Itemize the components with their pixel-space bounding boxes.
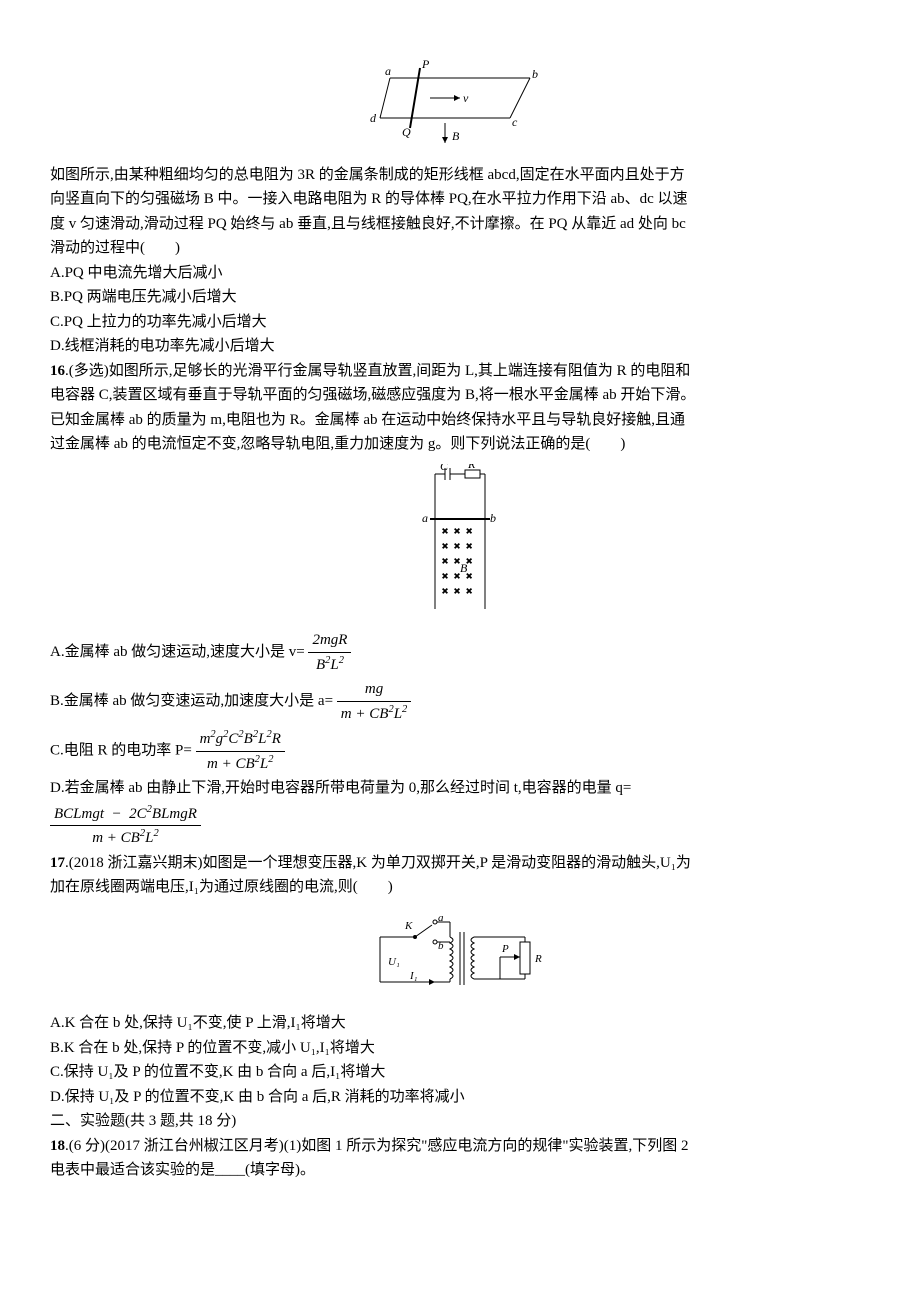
q17-optB: B.K 合在 b 处,保持 P 的位置不变,减小 U₁,I₁将增大 bbox=[50, 1037, 870, 1060]
svg-text:× × ×: × × × bbox=[442, 571, 472, 582]
label-I1: I₁ bbox=[409, 970, 418, 982]
q15-optD: D.线框消耗的电功率先减小后增大 bbox=[50, 335, 870, 358]
label-a: a bbox=[385, 64, 391, 78]
label-b: b bbox=[532, 67, 538, 81]
svg-text:× × ×: × × × bbox=[442, 556, 472, 567]
q16-optD: D.若金属棒 ab 由静止下滑,开始时电容器所带电荷量为 0,那么经过时间 t,… bbox=[50, 777, 870, 800]
q16-stem: 电容器 C,装置区域有垂直于导轨平面的匀强磁场,磁感应强度为 B,将一根水平金属… bbox=[50, 384, 870, 407]
q16-optA: A.金属棒 ab 做匀速运动,速度大小是 v= 2mgR B2L2 bbox=[50, 629, 870, 676]
label-B2: B bbox=[460, 561, 468, 575]
q17-stem: 加在原线圈两端电压,I₁为通过原线圈的电流,则( ) bbox=[50, 876, 870, 899]
q16-optB: B.金属棒 ab 做匀变速运动,加速度大小是 a= mg m + CB2L2 bbox=[50, 678, 870, 725]
label-K: K bbox=[404, 920, 413, 932]
label-P2: P bbox=[501, 943, 509, 955]
q16-stem: 已知金属棒 ab 的质量为 m,电阻也为 R。金属棒 ab 在运动中始终保持水平… bbox=[50, 409, 870, 432]
label-R2: R bbox=[534, 953, 542, 965]
q16-stem: 16.(多选)如图所示,足够长的光滑平行金属导轨竖直放置,间距为 L,其上端连接… bbox=[50, 360, 870, 383]
section-2-heading: 二、实验题(共 3 题,共 18 分) bbox=[50, 1110, 870, 1133]
q18-stem: 18.(6 分)(2017 浙江台州椒江区月考)(1)如图 1 所示为探究"感应… bbox=[50, 1135, 870, 1158]
q15-optC: C.PQ 上拉力的功率先减小后增大 bbox=[50, 311, 870, 334]
q16-optC: C.电阻 R 的电功率 P= m2g2C2B2L2R m + CB2L2 bbox=[50, 727, 870, 775]
label-v: v bbox=[463, 91, 469, 105]
label-b: b bbox=[490, 511, 496, 525]
label-R: R bbox=[467, 464, 476, 471]
svg-text:× × ×: × × × bbox=[442, 586, 472, 597]
label-B: B bbox=[452, 129, 460, 143]
q15-optB: B.PQ 两端电压先减小后增大 bbox=[50, 286, 870, 309]
q15-stem: 滑动的过程中( ) bbox=[50, 237, 870, 260]
q16-optD-frac: BCLmgt − 2C2BLmgR m + CB2L2 bbox=[50, 802, 870, 850]
label-C: C bbox=[440, 464, 449, 473]
q15-stem: 如图所示,由某种粗细均匀的总电阻为 3R 的金属条制成的矩形线框 abcd,固定… bbox=[50, 164, 870, 187]
label-a: a bbox=[422, 511, 428, 525]
q15-figure: a b c d P Q v B bbox=[50, 58, 870, 156]
q17-optA: A.K 合在 b 处,保持 U₁不变,使 P 上滑,I₁将增大 bbox=[50, 1012, 870, 1035]
q16-stem: 过金属棒 ab 的电流恒定不变,忽略导轨电阻,重力加速度为 g。则下列说法正确的… bbox=[50, 433, 870, 456]
label-P: P bbox=[421, 58, 430, 71]
q17-optC: C.保持 U₁及 P 的位置不变,K 由 b 合向 a 后,I₁将增大 bbox=[50, 1061, 870, 1084]
q17-optD: D.保持 U₁及 P 的位置不变,K 由 b 合向 a 后,R 消耗的功率将减小 bbox=[50, 1086, 870, 1109]
q18-stem: 电表中最适合该实验的是____(填字母)。 bbox=[50, 1159, 870, 1182]
label-Q: Q bbox=[402, 125, 411, 139]
label-c: c bbox=[512, 115, 518, 129]
label-U1: U₁ bbox=[388, 956, 400, 968]
q15-stem: 度 v 匀速滑动,滑动过程 PQ 始终与 ab 垂直,且与线框接触良好,不计摩擦… bbox=[50, 213, 870, 236]
svg-text:× × ×: × × × bbox=[442, 526, 472, 537]
q17-stem: 17.(2018 浙江嘉兴期末)如图是一个理想变压器,K 为单刀双掷开关,P 是… bbox=[50, 852, 870, 875]
q17-figure: a b K P R U₁ I₁ bbox=[50, 907, 870, 1005]
label-d: d bbox=[370, 111, 377, 125]
q15-stem: 向竖直向下的匀强磁场 B 中。一接入电路电阻为 R 的导体棒 PQ,在水平拉力作… bbox=[50, 188, 870, 211]
q15-optA: A.PQ 中电流先增大后减小 bbox=[50, 262, 870, 285]
q16-figure: × × × × × × × × × × × × × × × C R a b B bbox=[50, 464, 870, 622]
svg-text:× × ×: × × × bbox=[442, 541, 472, 552]
